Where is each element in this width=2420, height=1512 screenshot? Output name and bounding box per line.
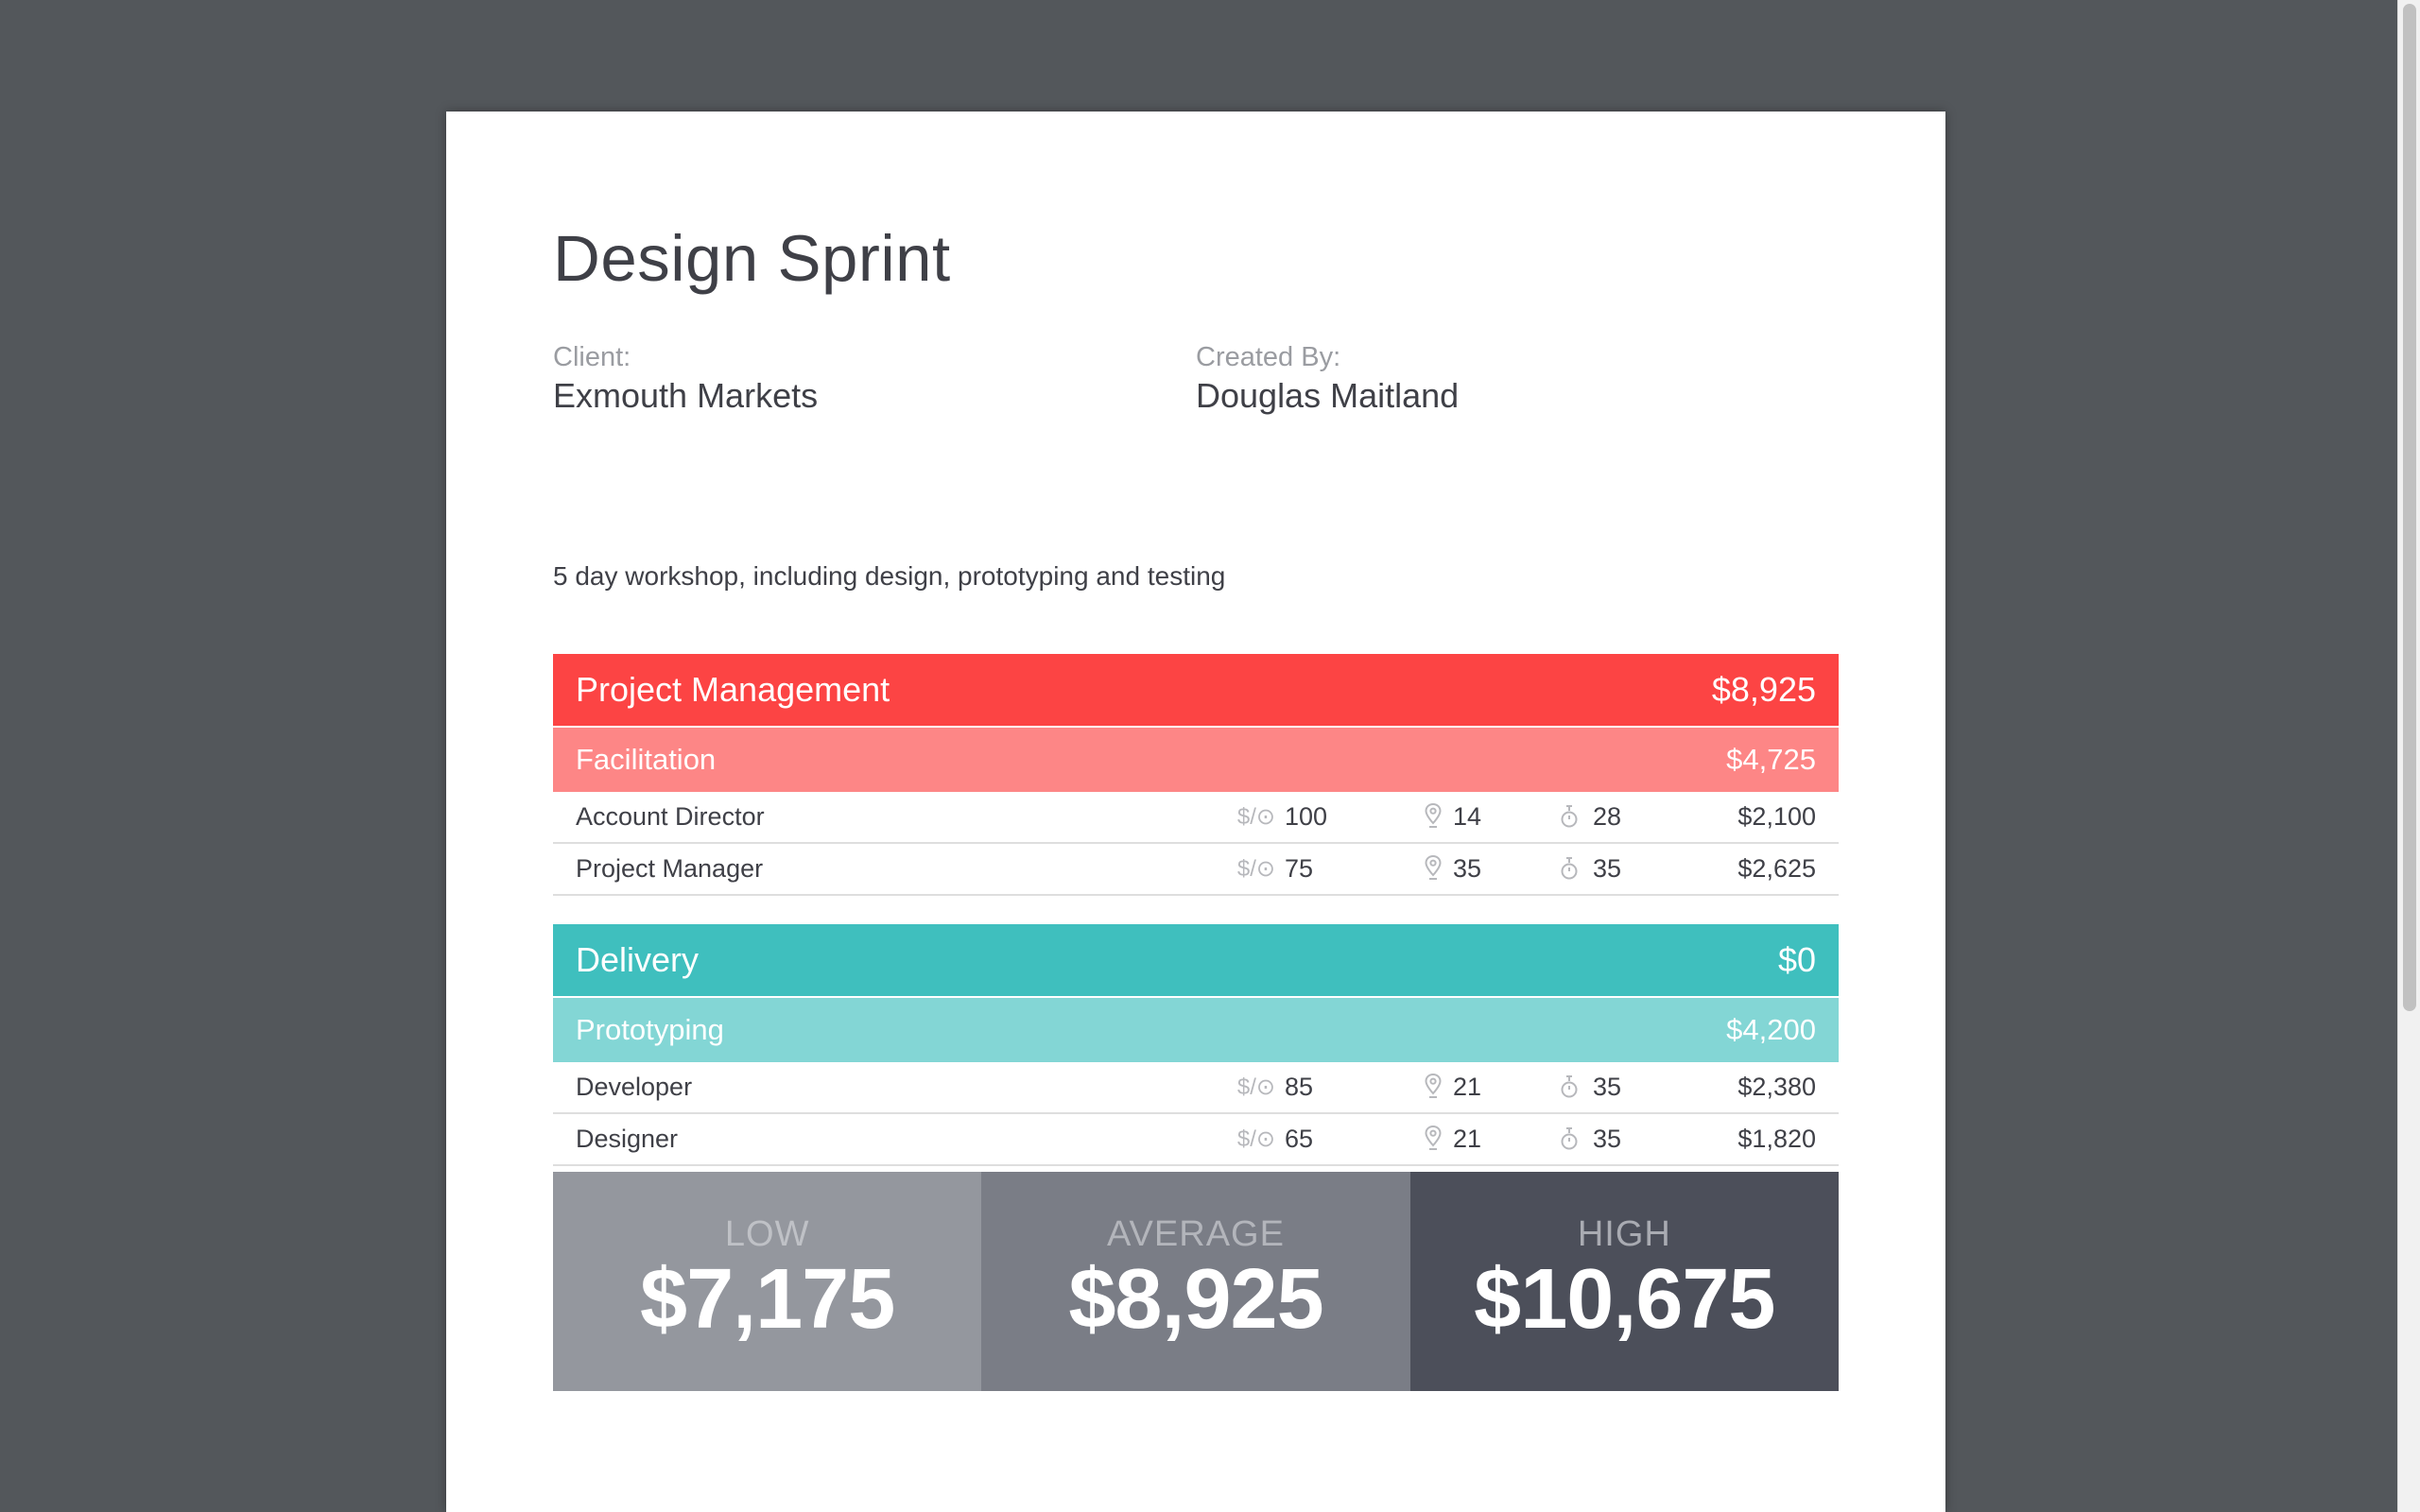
rate-value[interactable]: 65 xyxy=(1285,1125,1314,1153)
table-row[interactable]: Account Director $/⊙ 100 14 28 $2,100 xyxy=(553,792,1839,844)
total-average-label: AVERAGE xyxy=(1107,1214,1285,1254)
created-by-label: Created By: xyxy=(1196,342,1341,372)
table-row[interactable]: Project Manager $/⊙ 75 35 35 $2,625 xyxy=(553,844,1839,896)
client-name[interactable]: Exmouth Markets xyxy=(553,376,819,415)
total-low-label: LOW xyxy=(724,1214,810,1254)
total-low-value: $7,175 xyxy=(640,1252,895,1347)
client-label: Client: xyxy=(553,342,631,372)
total-average-value: $8,925 xyxy=(1068,1252,1323,1347)
time-value[interactable]: 35 xyxy=(1593,1125,1622,1153)
total-high-label: HIGH xyxy=(1577,1214,1671,1254)
created-by-name[interactable]: Douglas Maitland xyxy=(1196,376,1460,415)
rate-value[interactable]: 100 xyxy=(1285,802,1328,831)
stopwatch-icon xyxy=(1561,1074,1578,1107)
stopwatch-icon xyxy=(1561,1125,1578,1159)
role-name[interactable]: Designer xyxy=(576,1125,679,1153)
people-value[interactable]: 21 xyxy=(1453,1073,1482,1101)
subsection-header[interactable]: Prototyping $4,200 xyxy=(553,998,1839,1062)
row-amount: $1,820 xyxy=(1737,1125,1816,1153)
scrollbar-thumb[interactable] xyxy=(2403,4,2416,1011)
table-row[interactable]: Developer $/⊙ 85 21 35 $2,380 xyxy=(553,1062,1839,1114)
row-amount: $2,625 xyxy=(1737,854,1816,883)
vertical-scrollbar[interactable] xyxy=(2397,0,2420,1512)
people-value[interactable]: 14 xyxy=(1453,802,1482,831)
role-name[interactable]: Project Manager xyxy=(576,854,764,883)
section-delivery: Delivery $0 Prototyping $4,200 Developer… xyxy=(553,924,1839,1218)
section-project-management: Project Management $8,925 Facilitation $… xyxy=(553,654,1839,896)
section-total: $0 xyxy=(1777,940,1816,979)
role-name[interactable]: Developer xyxy=(576,1073,693,1101)
rate-value[interactable]: 75 xyxy=(1285,854,1314,883)
document-title[interactable]: Design Sprint xyxy=(553,222,951,295)
section-title: Delivery xyxy=(576,940,700,979)
location-pin-icon xyxy=(1425,802,1442,836)
total-average: AVERAGE $8,925 xyxy=(981,1172,1410,1391)
subsection-header[interactable]: Facilitation $4,725 xyxy=(553,728,1839,792)
location-pin-icon xyxy=(1425,1125,1442,1159)
dollar-per-hour-icon: $/⊙ xyxy=(1236,1074,1275,1100)
subsection-title: Prototyping xyxy=(576,1013,724,1046)
created-by-block: Created By: Douglas Maitland xyxy=(1196,340,1459,418)
total-high-value: $10,675 xyxy=(1474,1252,1775,1347)
role-name[interactable]: Account Director xyxy=(576,802,765,831)
row-amount: $2,100 xyxy=(1737,802,1816,831)
time-value[interactable]: 35 xyxy=(1593,854,1622,883)
row-amount: $2,380 xyxy=(1737,1073,1816,1101)
table-row[interactable]: Designer $/⊙ 65 21 35 $1,820 xyxy=(553,1114,1839,1166)
total-low: LOW $7,175 xyxy=(553,1172,982,1391)
subsection-total: $4,200 xyxy=(1726,1013,1816,1046)
stopwatch-icon xyxy=(1561,855,1578,888)
time-value[interactable]: 35 xyxy=(1593,1073,1622,1101)
subsection-total: $4,725 xyxy=(1726,743,1816,776)
location-pin-icon xyxy=(1425,854,1442,888)
time-value[interactable]: 28 xyxy=(1593,802,1622,831)
total-high: HIGH $10,675 xyxy=(1409,1172,1839,1391)
location-pin-icon xyxy=(1425,1073,1442,1107)
estimate-document: Design Sprint Client: Exmouth Markets Cr… xyxy=(446,112,1945,1512)
stopwatch-icon xyxy=(1561,803,1578,836)
section-header[interactable]: Delivery $0 xyxy=(553,924,1839,996)
rate-value[interactable]: 85 xyxy=(1285,1073,1314,1101)
project-description[interactable]: 5 day workshop, including design, protot… xyxy=(553,561,1226,591)
subsection-title: Facilitation xyxy=(576,743,717,776)
section-total: $8,925 xyxy=(1711,670,1816,709)
dollar-per-hour-icon: $/⊙ xyxy=(1236,1126,1275,1152)
totals-summary: LOW $7,175 AVERAGE $8,925 HIGH $10,675 xyxy=(553,1172,1839,1391)
dollar-per-hour-icon: $/⊙ xyxy=(1236,856,1275,882)
dollar-per-hour-icon: $/⊙ xyxy=(1236,804,1275,830)
client-block: Client: Exmouth Markets xyxy=(553,340,818,418)
people-value[interactable]: 21 xyxy=(1453,1125,1482,1153)
section-title: Project Management xyxy=(576,670,890,709)
section-header[interactable]: Project Management $8,925 xyxy=(553,654,1839,726)
people-value[interactable]: 35 xyxy=(1453,854,1482,883)
